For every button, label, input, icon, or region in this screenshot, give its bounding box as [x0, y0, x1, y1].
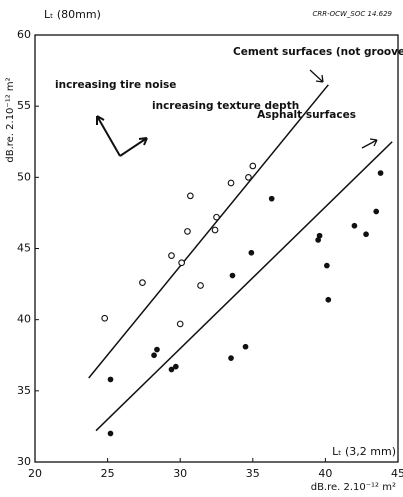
point	[154, 346, 160, 353]
point	[363, 231, 369, 238]
point	[245, 173, 252, 181]
x-tick-label: 35	[246, 467, 260, 480]
y-unit: dB.re. 2.10⁻¹² m²	[5, 77, 16, 162]
annotation: increasing texture depth	[152, 100, 299, 112]
x-tick-label: 40	[318, 467, 332, 480]
annotation: increasing tire noise	[55, 79, 176, 91]
x-tick-label: 30	[173, 467, 187, 480]
point	[211, 226, 219, 234]
point	[325, 296, 332, 303]
x-tick-label: 25	[101, 467, 115, 480]
point	[178, 259, 186, 267]
point	[227, 179, 235, 187]
y-tick-label: 50	[17, 170, 31, 183]
y-tick-label: 55	[17, 99, 31, 112]
fit-line	[88, 84, 329, 379]
point	[168, 366, 175, 373]
x-unit: dB.re. 2.10⁻¹² m²	[311, 482, 396, 493]
point	[139, 279, 146, 287]
y-tick-label: 35	[17, 384, 31, 397]
point	[377, 170, 384, 176]
point	[324, 262, 330, 269]
point	[151, 352, 157, 359]
point	[172, 363, 179, 370]
x-tick-label: 20	[28, 467, 42, 480]
series-label: Cement surfaces (not grooved)	[233, 46, 403, 58]
x-title: Lₜ (3,2 mm)	[332, 445, 396, 458]
y-tick-label: 40	[17, 313, 31, 326]
point	[351, 222, 358, 229]
direction-arrows	[96, 69, 378, 157]
y-tick-label: 60	[17, 28, 31, 41]
x-tick-label: 45	[391, 467, 403, 480]
point	[107, 376, 114, 383]
y-tick-label: 30	[17, 455, 31, 468]
point	[107, 430, 114, 437]
point	[228, 355, 234, 361]
y-title: Lₜ (80mm)	[44, 8, 101, 21]
point	[184, 228, 191, 235]
point	[268, 195, 275, 202]
point	[316, 232, 323, 239]
y-tick-label: 45	[17, 242, 31, 255]
point	[242, 343, 249, 350]
point	[248, 249, 255, 256]
fit-line	[95, 141, 393, 432]
series-label: Asphalt surfaces	[257, 109, 356, 121]
point	[197, 282, 204, 289]
point	[373, 208, 380, 215]
point	[187, 192, 194, 200]
point	[176, 320, 184, 328]
point	[213, 213, 220, 221]
code: CRR-OCW_SOC 14.629	[312, 10, 392, 18]
point	[249, 162, 257, 170]
point	[229, 272, 236, 279]
point	[101, 314, 109, 322]
point	[168, 252, 175, 259]
